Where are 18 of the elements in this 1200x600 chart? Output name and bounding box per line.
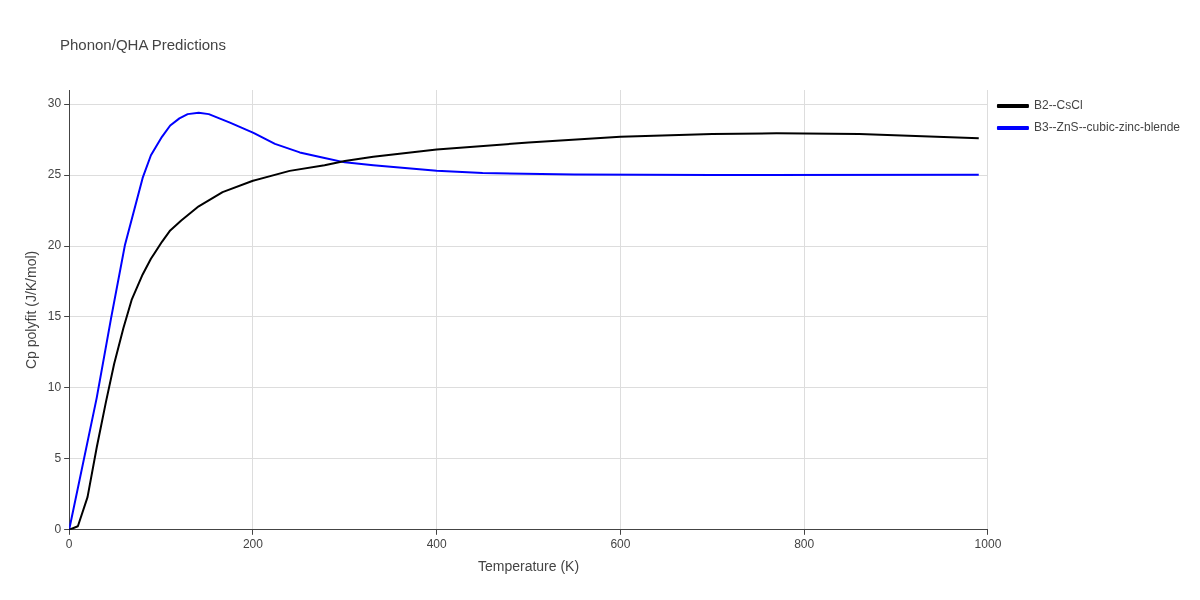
x-tick-label: 400 (426, 537, 447, 552)
legend-label: B2--CsCl (1033, 98, 1083, 113)
x-tick-label: 200 (242, 537, 264, 552)
legend-label: B3--ZnS--cubic-zinc-blende (1033, 120, 1181, 135)
y-tick-label: 0 (54, 522, 62, 537)
chart-title: Phonon/QHA Predictions (60, 36, 226, 53)
x-tick-label: 0 (65, 537, 73, 552)
y-tick-label: 20 (47, 238, 62, 253)
x-axis-title: Temperature (K) (477, 558, 580, 575)
y-tick-label: 15 (47, 309, 62, 324)
y-tick-label: 10 (47, 380, 62, 395)
x-tick-label: 600 (610, 537, 631, 552)
y-tick-label: 25 (47, 167, 62, 182)
y-tick-label: 5 (54, 451, 62, 466)
y-axis-title: Cp polyfit (J/K/mol) (23, 250, 40, 370)
x-tick-label: 800 (794, 537, 815, 552)
y-tick-label: 30 (47, 96, 62, 111)
x-tick-label: 1000 (974, 537, 1002, 552)
